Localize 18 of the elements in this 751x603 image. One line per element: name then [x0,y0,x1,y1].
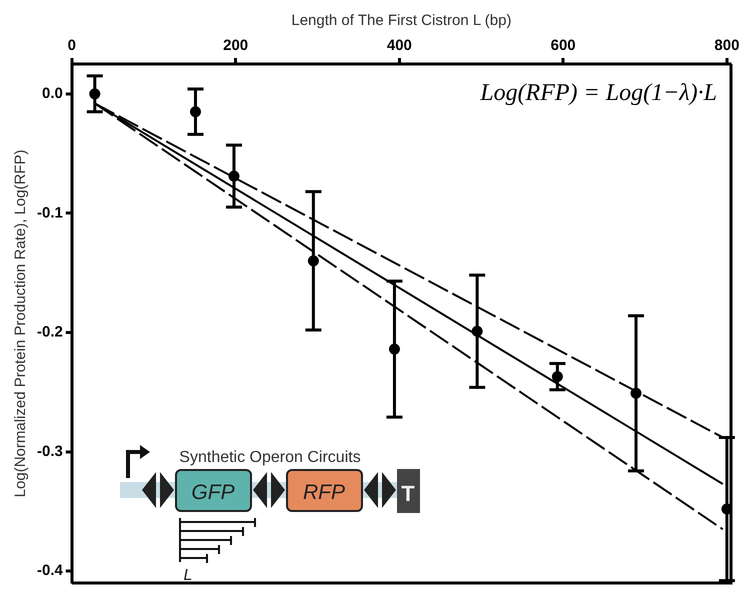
y-tick-label: 0.0 [42,84,63,102]
x-tick-label: 200 [223,37,248,54]
annotation: Synthetic Operon Circuits [179,449,361,466]
y-tick-label: -0.2 [36,324,63,341]
x-tick-label: 600 [550,37,576,54]
annotation: T [401,481,416,506]
y-axis-title: Log(Normalized Protein Production Rate), Log(RFP) [12,150,30,498]
x-tick-label: 800 [714,37,740,54]
annotation: L [184,567,192,584]
annotation: RFP [303,481,345,504]
annotation: Log(RFP) = Log(1−λ)·L [479,80,717,106]
x-axis-title: Length of The First Cistron L (bp) [291,12,512,30]
y-tick-label: -0.1 [36,204,63,222]
x-tick-label: 400 [386,37,412,54]
x-tick-label: 0 [68,37,76,54]
annotation: GFP [191,481,235,504]
y-tick-label: -0.3 [36,442,63,460]
y-tick-label: -0.4 [36,562,64,580]
